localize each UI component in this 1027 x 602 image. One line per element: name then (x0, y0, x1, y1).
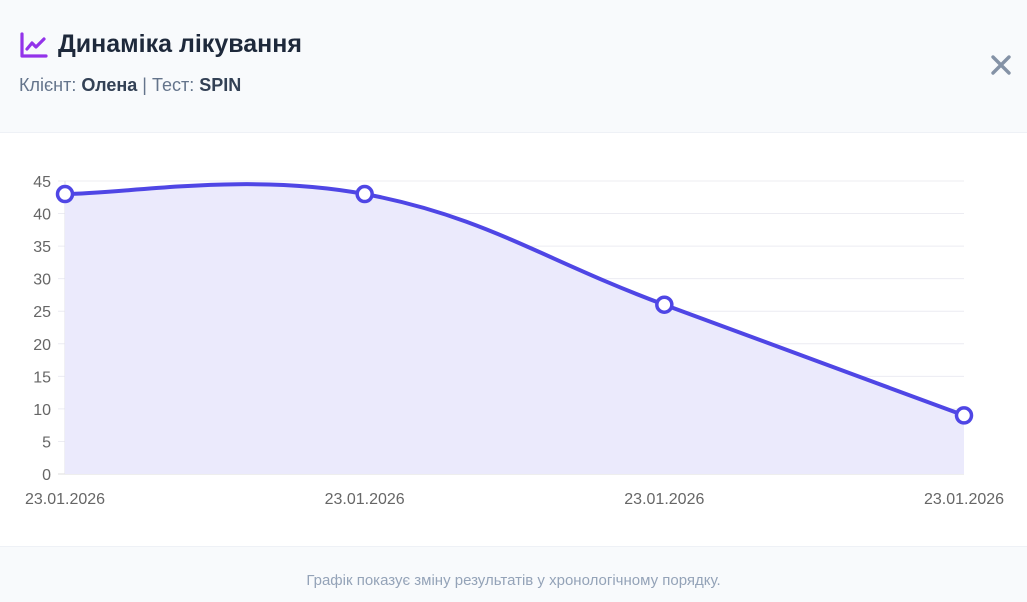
title-row: Динаміка лікування (19, 30, 302, 59)
data-point[interactable] (55, 184, 75, 204)
data-point[interactable] (655, 295, 674, 314)
area-fill (65, 184, 964, 474)
x-tick-label: 23.01.2026 (25, 491, 105, 508)
footer-note: Графік показує зміну результатів у хроно… (306, 572, 721, 589)
test-name: SPIN (199, 75, 242, 95)
subtitle: Клієнт: Олена | Тест: SPIN (19, 75, 241, 96)
y-tick-label: 0 (42, 467, 51, 484)
line-chart: 0 5 10 15 20 25 30 35 40 45 23.01.2026 23.01.2026 23… (25, 174, 1004, 508)
y-tick-label: 5 (42, 434, 51, 451)
separator: | (142, 75, 147, 95)
client-name: Олена (81, 75, 138, 95)
y-tick-label: 35 (33, 239, 51, 256)
x-tick-label: 23.01.2026 (924, 491, 1004, 508)
y-tick-label: 30 (33, 272, 51, 289)
x-tick-label: 23.01.2026 (325, 491, 405, 508)
data-point[interactable] (954, 406, 974, 425)
chart-line-icon (20, 31, 48, 58)
modal-header: Динаміка лікування Клієнт: Олена | Тест:… (0, 0, 1027, 133)
modal-footer: Графік показує зміну результатів у хроно… (0, 546, 1027, 602)
x-tick-label: 23.01.2026 (624, 491, 704, 508)
y-tick-label: 20 (33, 337, 51, 354)
client-label: Клієнт: (19, 75, 77, 95)
page-title: Динаміка лікування (58, 30, 302, 58)
y-tick-label: 15 (33, 369, 51, 386)
chart-area: 0 5 10 15 20 25 30 35 40 45 23.01.2026 23.01.2026 23… (0, 134, 1027, 546)
data-point[interactable] (355, 184, 374, 204)
data-line (64, 182, 965, 418)
y-tick-label: 25 (33, 304, 51, 321)
y-tick-label: 10 (33, 402, 51, 419)
y-tick-label: 40 (33, 207, 51, 224)
y-tick-label: 45 (33, 174, 51, 191)
close-icon[interactable] (988, 52, 1014, 78)
test-label: Тест: (151, 75, 195, 95)
